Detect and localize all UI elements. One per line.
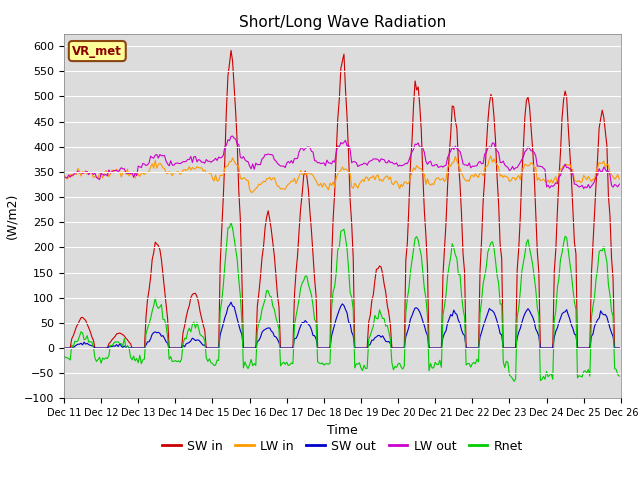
Title: Short/Long Wave Radiation: Short/Long Wave Radiation	[239, 15, 446, 30]
Legend: SW in, LW in, SW out, LW out, Rnet: SW in, LW in, SW out, LW out, Rnet	[157, 435, 528, 458]
Text: VR_met: VR_met	[72, 45, 122, 58]
Y-axis label: (W/m2): (W/m2)	[5, 193, 19, 239]
X-axis label: Time: Time	[327, 424, 358, 437]
